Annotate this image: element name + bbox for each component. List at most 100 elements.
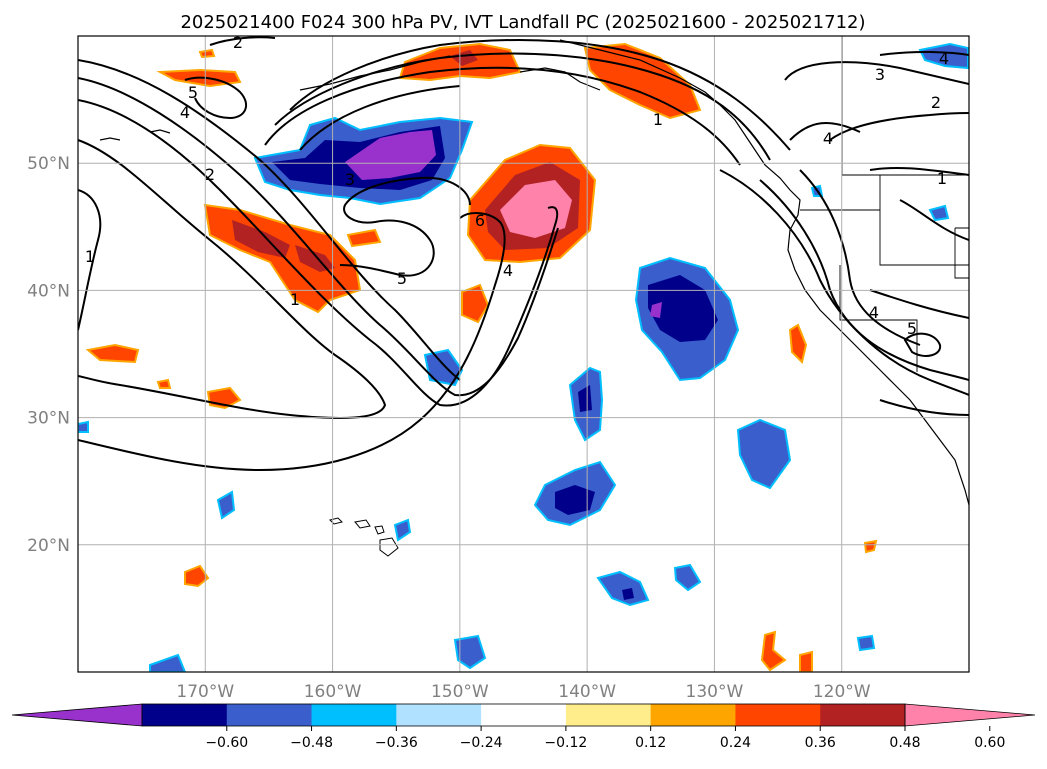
pv-neg-core (555, 485, 595, 515)
pv-neg-patch (453, 634, 487, 670)
pv-pos-patch (799, 650, 813, 672)
contour-label: 6 (475, 211, 485, 230)
colorbar-bin (650, 704, 736, 726)
colorbar-tick-label: −0.36 (375, 735, 418, 751)
contour-line (784, 61, 969, 85)
pv-pos-peak (500, 180, 572, 238)
contour-line (289, 39, 791, 151)
pv-neg-patch (216, 490, 236, 520)
coastline-fragment (99, 137, 121, 141)
pv-neg-patch (596, 570, 650, 607)
border-state (954, 227, 969, 279)
lon-tick-label: 170°W (176, 682, 234, 702)
colorbar-tick-label: 0.36 (805, 735, 836, 751)
border-state (839, 265, 918, 372)
contour-label: 3 (875, 65, 885, 84)
lat-tick-label: 40°N (27, 281, 70, 301)
contour-line (879, 50, 969, 56)
lat-tick-label: 30°N (27, 409, 70, 429)
pv-neg-peak (650, 302, 662, 318)
gridlines (78, 36, 969, 672)
colorbar-tick-label: −0.48 (290, 735, 333, 751)
colorbar-bin (820, 704, 906, 726)
contour-line (78, 212, 506, 472)
colorbar-tick-label: −0.24 (460, 735, 503, 751)
contour-labels: 2 5 4 2 1 1 3 5 6 4 1 3 2 4 1 4 5 4 (85, 33, 949, 338)
figure-title: 2025021400 F024 300 hPa PV, IVT Landfall… (180, 12, 865, 33)
colorbar-bin (226, 704, 313, 726)
contour-line (299, 85, 461, 151)
lon-tick-label: 120°W (813, 682, 871, 702)
lon-tick-label: 130°W (686, 682, 744, 702)
contour-label: 1 (937, 169, 947, 188)
colorbar-tick-label: 0.24 (720, 735, 751, 751)
contour-label: 5 (188, 83, 198, 102)
contour-line (78, 99, 559, 407)
colorbar-tick-label: 0.48 (889, 735, 920, 751)
contour-line (264, 66, 741, 166)
contour-line (78, 189, 102, 331)
colorbar: −0.60 −0.48 −0.36 −0.24 −0.12 0.12 0.24 0.36 0.4… (11, 703, 1036, 751)
contour-label: 4 (823, 129, 833, 148)
colorbar-bin (142, 704, 228, 726)
pv-pos-patch (760, 630, 787, 672)
ivt-contours (78, 36, 969, 472)
pv-negative-shading (78, 42, 969, 672)
contour-line (829, 112, 969, 141)
contour-label: 5 (397, 269, 407, 288)
colorbar-extend-max (904, 703, 1036, 727)
contour-label: 2 (931, 93, 941, 112)
lon-tick-label: 150°W (431, 682, 489, 702)
contour-line (209, 36, 276, 46)
coastline-fragment (149, 129, 171, 134)
longitude-labels: 170°W 160°W 150°W 140°W 130°W 120°W (176, 682, 870, 702)
pv-neg-patch (856, 634, 876, 652)
contour-line (899, 199, 969, 241)
pv-pos-patch (346, 228, 382, 248)
pv-pos-patch (156, 378, 172, 389)
contour-label: 1 (653, 110, 663, 129)
colorbar-frame (141, 703, 906, 727)
pv-neg-patch (928, 204, 950, 222)
contour-line (869, 289, 969, 319)
colorbar-tick-label: −0.12 (544, 735, 587, 751)
colorbar-bin (565, 704, 652, 726)
latitude-labels: 20°N 30°N 40°N 50°N (27, 154, 70, 556)
contour-label: 5 (907, 319, 917, 338)
colorbar-tick-label: 0.12 (635, 735, 666, 751)
colorbar-bin (735, 704, 821, 726)
contour-line (799, 169, 921, 346)
contour-label: 2 (233, 33, 243, 52)
map-background (78, 36, 969, 672)
border-state (879, 175, 969, 266)
lon-tick-label: 160°W (304, 682, 362, 702)
contour-label: 4 (503, 261, 513, 280)
colorbar-tick-label: −0.60 (205, 735, 248, 751)
contour-line (78, 139, 387, 419)
colorbar-tick-label: 0.60 (974, 735, 1005, 751)
pv-pos-patch (863, 539, 878, 554)
map-panel: 2 5 4 2 1 1 3 5 6 4 1 3 2 4 1 4 5 4 (77, 33, 970, 673)
pv-pos-patch (85, 343, 140, 364)
pv-neg-patch (393, 518, 412, 542)
contour-label: 4 (939, 49, 949, 68)
contour-label: 1 (290, 290, 300, 309)
pv-positive-shading (85, 42, 878, 672)
pv-neg-peak (345, 130, 436, 180)
contour-line (869, 166, 969, 176)
colorbar-bin (311, 704, 397, 726)
contour-label: 1 (85, 247, 95, 266)
contour-label: 4 (869, 303, 879, 322)
pv-neg-patch (423, 348, 464, 387)
pv-neg-core (648, 275, 718, 342)
colorbar-extend-min (11, 703, 143, 727)
pv-neg-patch (918, 42, 969, 70)
contour-line (184, 76, 248, 120)
contour-line (903, 332, 942, 357)
pv-pos-patch (198, 48, 216, 59)
contour-line (339, 176, 471, 277)
pv-neg-core (578, 385, 592, 412)
lat-tick-label: 20°N (27, 536, 70, 556)
pv-pos-patch (184, 564, 210, 588)
